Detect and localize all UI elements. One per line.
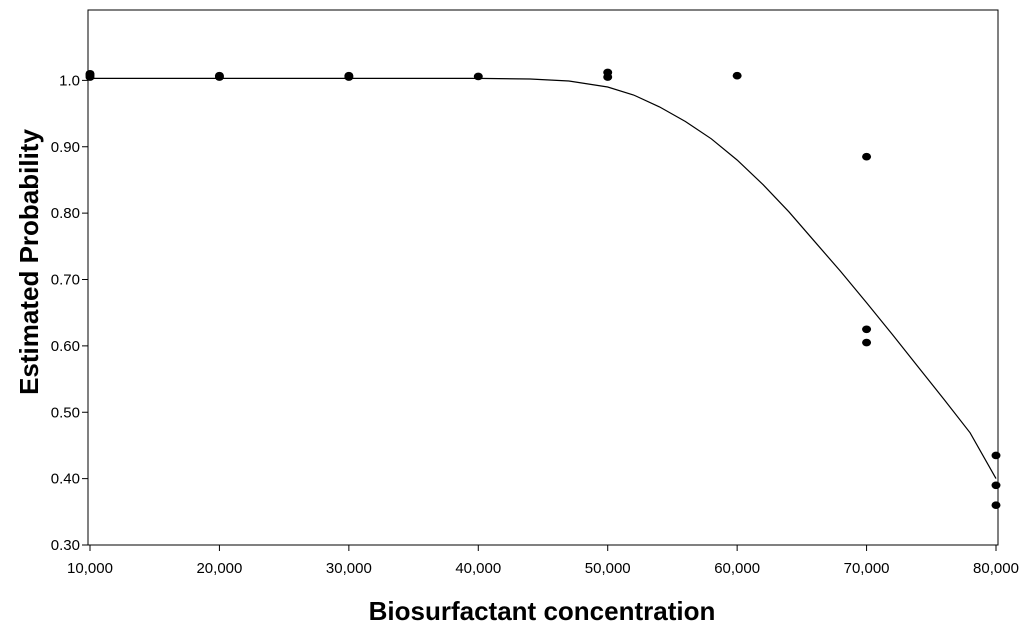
- data-point: [603, 68, 613, 77]
- points-layer: [85, 68, 1001, 509]
- plot-frame: [87, 9, 999, 546]
- x-tick-label: 80,000: [973, 560, 1019, 577]
- data-point: [991, 481, 1001, 490]
- y-tick-label: 0.90: [51, 139, 80, 156]
- y-tick-label: 0.40: [51, 471, 80, 488]
- fitted-curve: [90, 77, 997, 479]
- data-point: [862, 152, 872, 161]
- x-axis-title: Biosurfactant concentration: [369, 596, 716, 626]
- x-tick-label: 70,000: [844, 560, 890, 577]
- data-point: [862, 338, 872, 347]
- data-point: [344, 71, 354, 80]
- y-tick-label: 0.60: [51, 338, 80, 355]
- data-point: [862, 325, 872, 334]
- x-tick-label: 30,000: [326, 560, 372, 577]
- x-tick-label: 40,000: [455, 560, 501, 577]
- x-tick-label: 10,000: [67, 560, 113, 577]
- ticks-layer: 10,000 20,000 30,000 40,000 50,000 60,000 70,0…: [51, 72, 1019, 577]
- data-point: [991, 501, 1001, 509]
- data-point: [732, 71, 742, 80]
- data-point: [473, 72, 483, 81]
- y-tick-label: 0.50: [51, 404, 80, 421]
- y-tick-label: 0.30: [51, 537, 80, 554]
- data-point: [214, 71, 224, 80]
- x-tick-label: 50,000: [585, 560, 631, 577]
- x-tick-label: 60,000: [714, 560, 760, 577]
- y-tick-label: 0.70: [51, 272, 80, 289]
- y-tick-label: 1.0: [59, 72, 80, 89]
- data-point: [991, 451, 1001, 460]
- data-point: [85, 71, 95, 79]
- y-tick-label: 0.80: [51, 205, 80, 222]
- y-axis-title: Estimated Probability: [14, 129, 44, 395]
- x-tick-label: 20,000: [196, 560, 242, 577]
